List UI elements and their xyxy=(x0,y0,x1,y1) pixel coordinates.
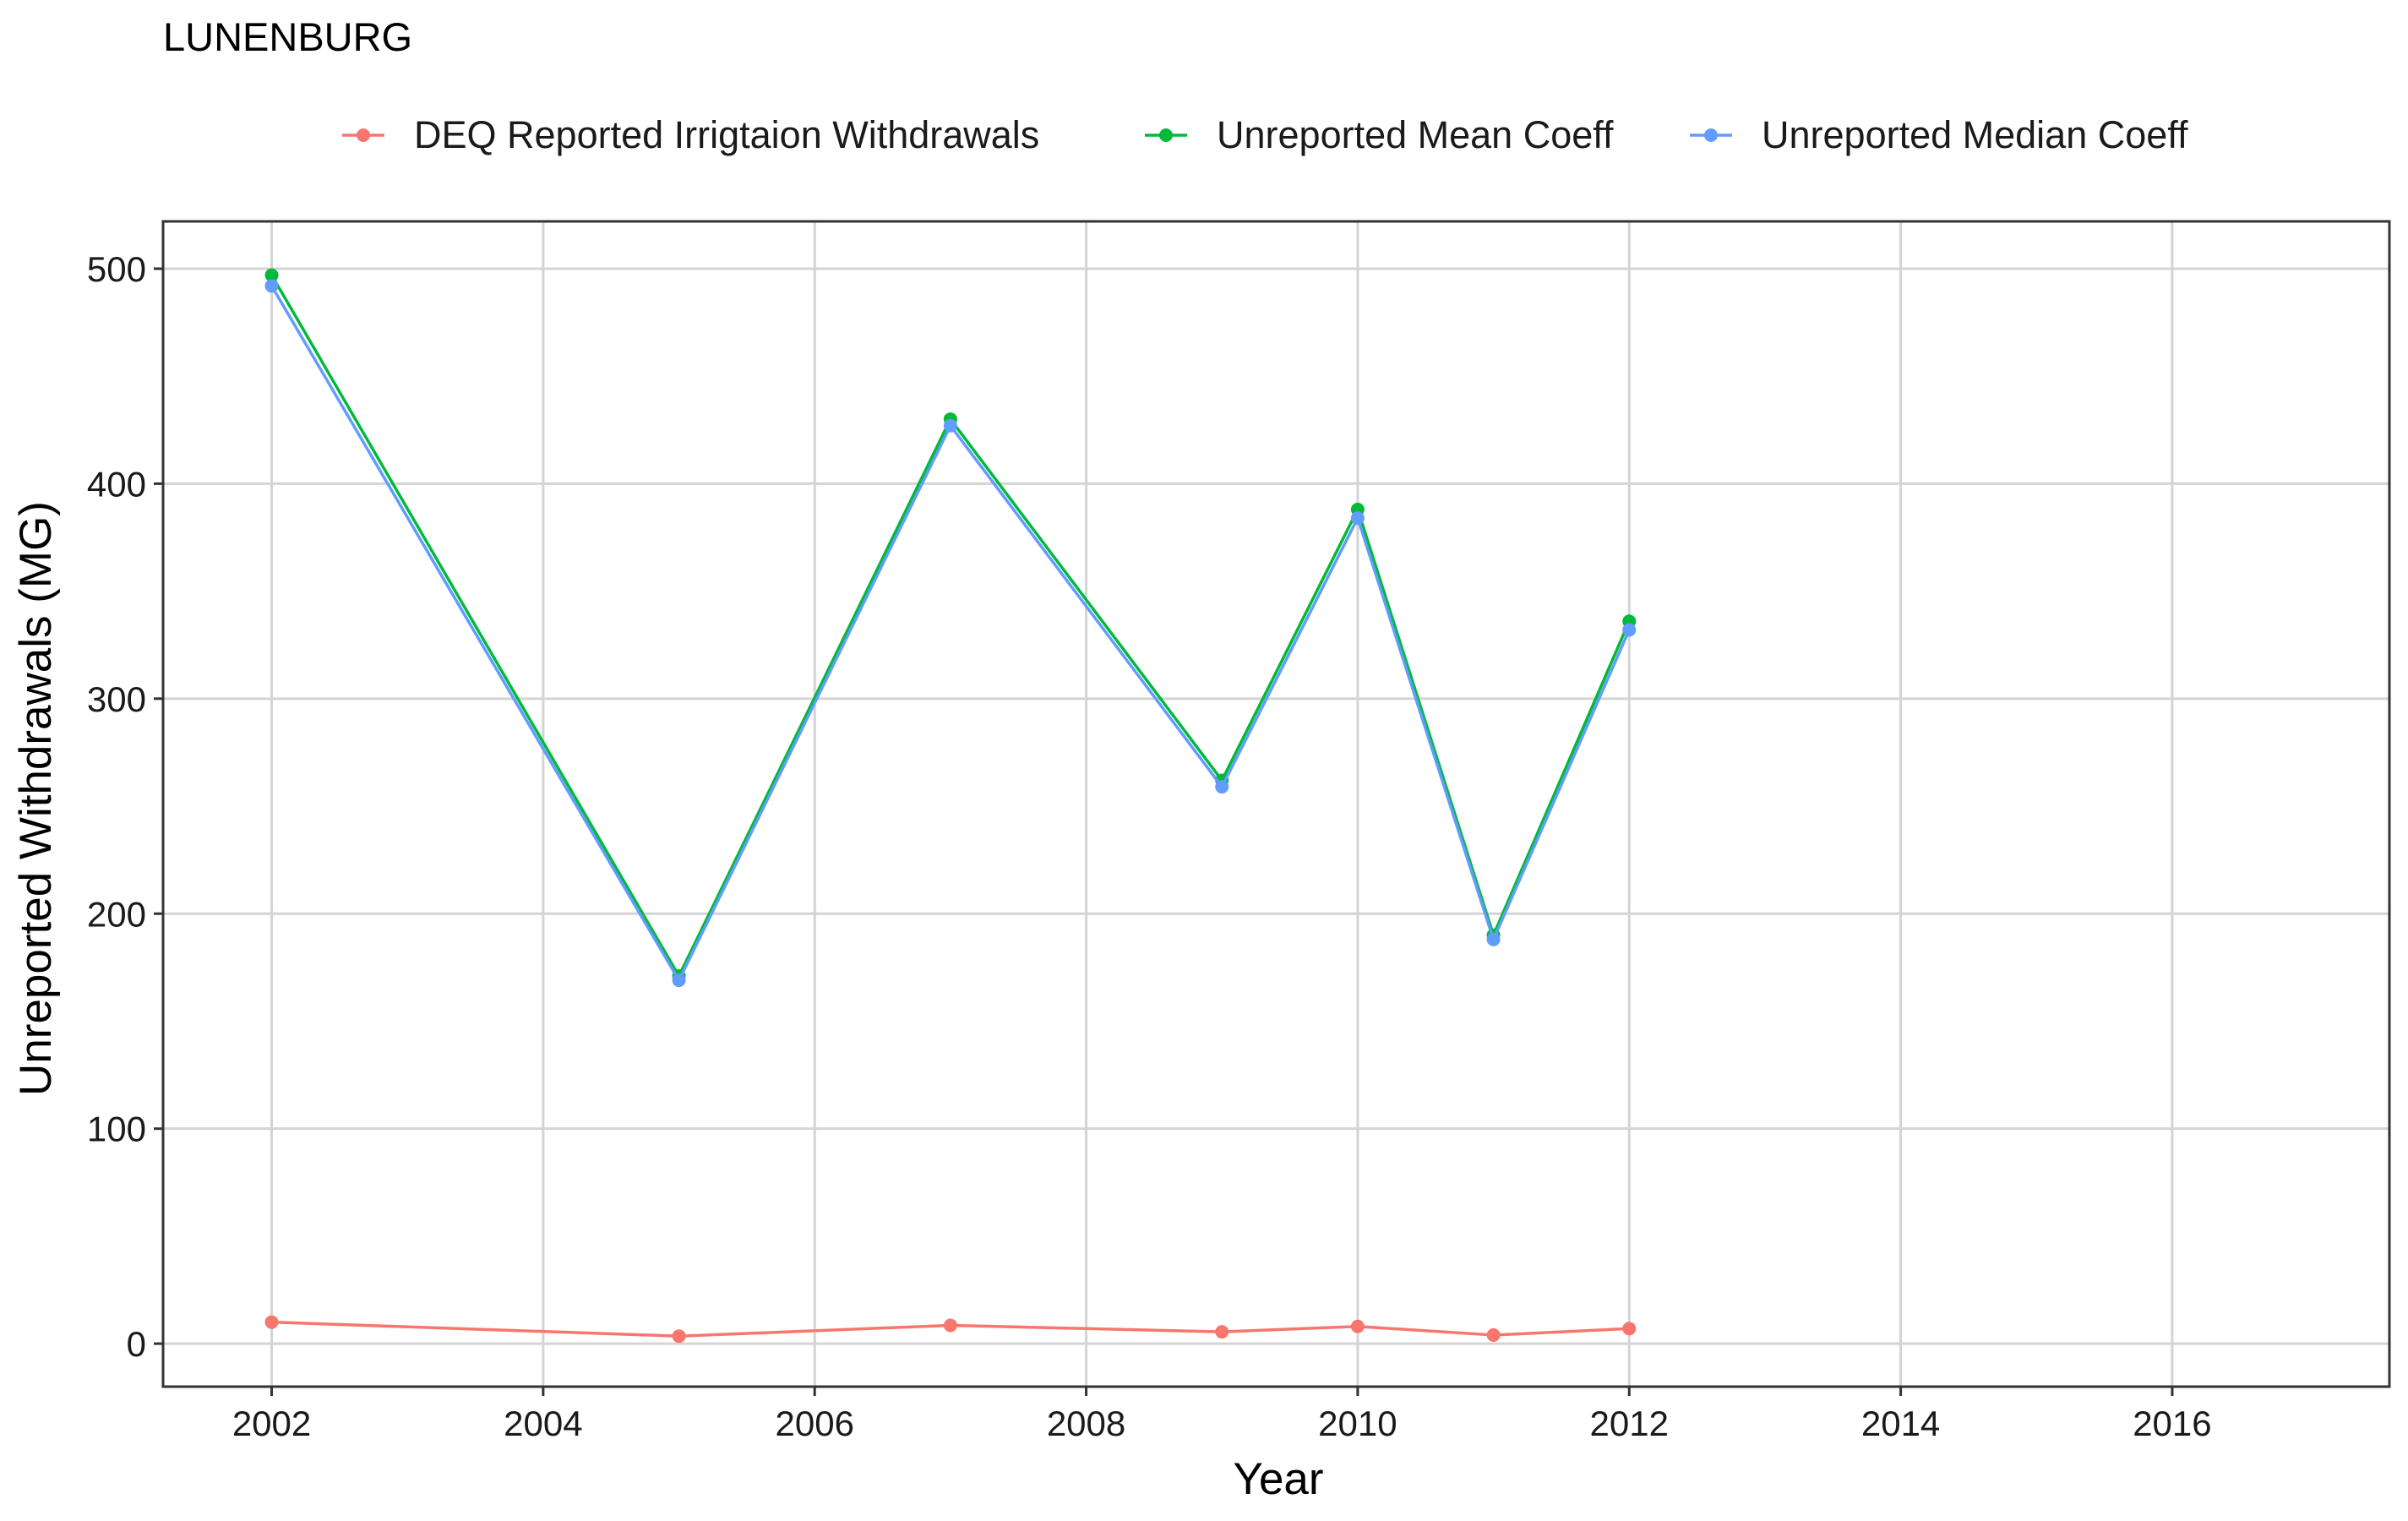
y-tick-label-100: 100 xyxy=(87,1109,146,1149)
plot-panel-border xyxy=(161,220,2391,1388)
series-1-point-2005 xyxy=(672,1329,686,1344)
x-tick-label-2010: 2010 xyxy=(1318,1404,1397,1443)
legend-key-point-median-coeff xyxy=(1704,128,1718,142)
series-1-point-2012 xyxy=(1622,1322,1637,1336)
legend: DEQ Reported Irrigtaion Withdrawals Unre… xyxy=(342,113,2188,156)
chart-title: LUNENBURG xyxy=(163,14,412,59)
series-3-line xyxy=(270,285,1631,982)
legend-label-median-coeff: Unreported Median Coeff xyxy=(1762,113,2188,156)
series-3-point-2012 xyxy=(1622,623,1637,637)
y-tick-label-500: 500 xyxy=(87,249,146,289)
series-3-point-2009 xyxy=(1215,780,1229,794)
legend-item-median-coeff: Unreported Median Coeff xyxy=(1690,113,2188,156)
x-tick-label-2006: 2006 xyxy=(776,1404,854,1443)
series-1-point-2007 xyxy=(943,1318,957,1333)
legend-label-mean-coeff: Unreported Mean Coeff xyxy=(1217,113,1614,156)
x-axis: 2002 2004 2006 2008 2010 2012 2014 2016 xyxy=(232,1387,2212,1443)
series-3-point-2005 xyxy=(672,973,686,988)
y-axis: 0 100 200 300 400 500 xyxy=(87,249,163,1364)
legend-key-point-deq-reported xyxy=(357,128,370,142)
series-2-line xyxy=(270,274,1631,978)
series-1-deq-reported-irrigtaion-withdrawals xyxy=(264,1315,1637,1344)
series-3-point-2002 xyxy=(264,279,279,293)
grid-lines xyxy=(163,221,2389,1387)
x-tick-label-2008: 2008 xyxy=(1047,1404,1125,1443)
series-layer xyxy=(264,268,1637,1344)
series-1-point-2009 xyxy=(1215,1325,1229,1339)
series-3-point-2010 xyxy=(1350,511,1365,526)
series-3-unreported-median-coeff xyxy=(264,279,1637,988)
x-axis-title: Year xyxy=(1233,1454,1323,1504)
series-1-point-2011 xyxy=(1486,1327,1501,1342)
series-3-point-2011 xyxy=(1486,932,1501,946)
series-1-point-2010 xyxy=(1350,1319,1365,1333)
y-tick-label-0: 0 xyxy=(127,1324,146,1364)
x-tick-label-2002: 2002 xyxy=(232,1404,311,1443)
y-axis-title: Unreported Withdrawals (MG) xyxy=(11,501,61,1096)
legend-label-deq-reported: DEQ Reported Irrigtaion Withdrawals xyxy=(414,113,1039,156)
x-tick-label-2014: 2014 xyxy=(1861,1404,1940,1443)
legend-item-deq-reported: DEQ Reported Irrigtaion Withdrawals xyxy=(342,113,1039,156)
x-tick-label-2004: 2004 xyxy=(504,1404,582,1443)
y-tick-label-400: 400 xyxy=(87,464,146,504)
x-tick-label-2012: 2012 xyxy=(1590,1404,1669,1443)
series-3-point-2007 xyxy=(943,418,957,433)
legend-item-mean-coeff: Unreported Mean Coeff xyxy=(1145,113,1614,156)
y-tick-label-300: 300 xyxy=(87,679,146,719)
legend-key-point-mean-coeff xyxy=(1159,128,1173,142)
series-1-point-2002 xyxy=(264,1315,279,1329)
y-tick-label-200: 200 xyxy=(87,894,146,934)
x-tick-label-2016: 2016 xyxy=(2133,1404,2211,1443)
series-2-point-2002 xyxy=(264,268,279,282)
